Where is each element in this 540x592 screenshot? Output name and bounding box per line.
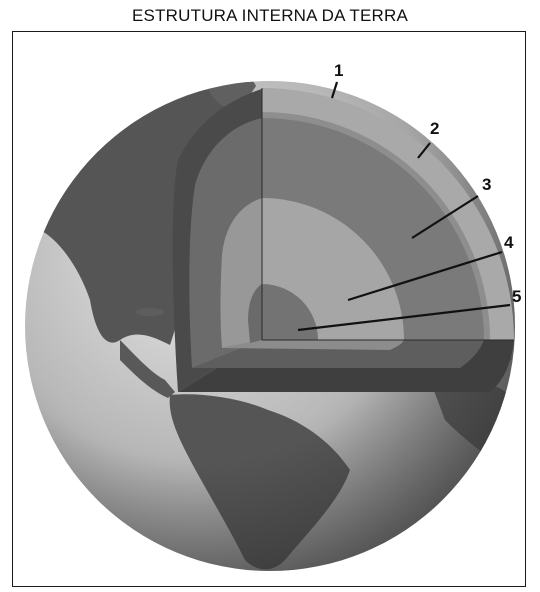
leader-line-5 [297,303,511,332]
layer-5-inner-core [262,284,318,340]
bottom-face-outer-core [222,340,404,350]
diagram-title: ESTRUTURA INTERNA DA TERRA [132,6,408,25]
label-3: 3 [482,175,491,194]
leader-line-2 [417,142,431,159]
leader-line-4 [347,250,503,302]
label-2: 2 [430,119,439,138]
leader-line-3 [411,195,479,239]
left-face-inner-core [248,284,262,343]
label-4: 4 [504,233,514,252]
label-1: 1 [334,61,343,80]
label-5: 5 [512,287,521,306]
leader-line-1 [330,81,339,99]
